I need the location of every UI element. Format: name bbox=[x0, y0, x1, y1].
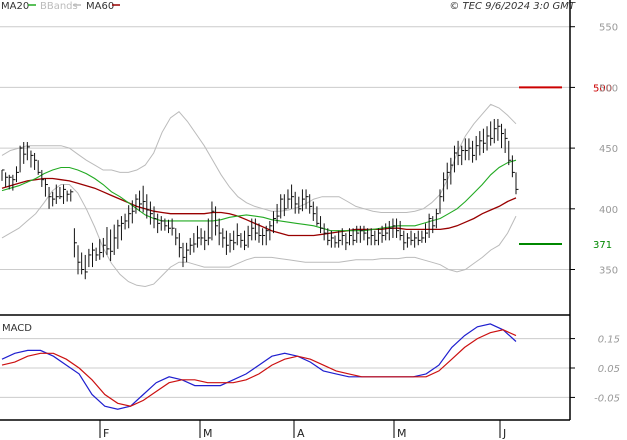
legend-bbands-label: BBands bbox=[40, 1, 78, 12]
bbands-upper-line bbox=[1, 103, 517, 213]
legend: MA20 BBands MA60 bbox=[1, 1, 120, 12]
resistance-level-label: 500 bbox=[593, 83, 612, 94]
legend-ma60-label: MA60 bbox=[86, 1, 114, 12]
bollinger-bands bbox=[1, 103, 517, 288]
support-level-label: 371 bbox=[593, 240, 612, 251]
macd-axis-ticks: -0.05 0.05 0.15 bbox=[570, 335, 620, 404]
macd-tick-label: 0.05 bbox=[598, 364, 620, 375]
copyright-timestamp: © TEC 9/6/2024 3:0 GMT bbox=[449, 1, 576, 12]
macd-tick-label: 0.15 bbox=[598, 335, 620, 346]
month-label: J bbox=[502, 427, 506, 440]
price-tick-label: 400 bbox=[599, 205, 618, 216]
month-label: M bbox=[397, 427, 407, 440]
price-tick-label: 350 bbox=[599, 266, 618, 277]
bbands-lower-line bbox=[1, 184, 517, 288]
price-axis-ticks: 350 400 450 500 550 bbox=[570, 23, 618, 277]
macd-signal-line bbox=[1, 329, 517, 407]
month-label: F bbox=[103, 427, 109, 440]
ma20-line bbox=[1, 159, 517, 232]
macd-tick-label: -0.05 bbox=[594, 393, 620, 404]
month-label: M bbox=[203, 427, 213, 440]
month-label: A bbox=[297, 427, 305, 440]
macd-line bbox=[1, 323, 517, 410]
price-tick-label: 500 bbox=[599, 83, 618, 94]
macd-title: MACD bbox=[2, 323, 32, 334]
price-bars bbox=[1, 118, 519, 280]
price-levels: 500 371 bbox=[519, 83, 612, 251]
legend-ma20-label: MA20 bbox=[1, 1, 29, 12]
price-tick-label: 450 bbox=[599, 144, 618, 155]
price-tick-label: 550 bbox=[599, 23, 618, 34]
